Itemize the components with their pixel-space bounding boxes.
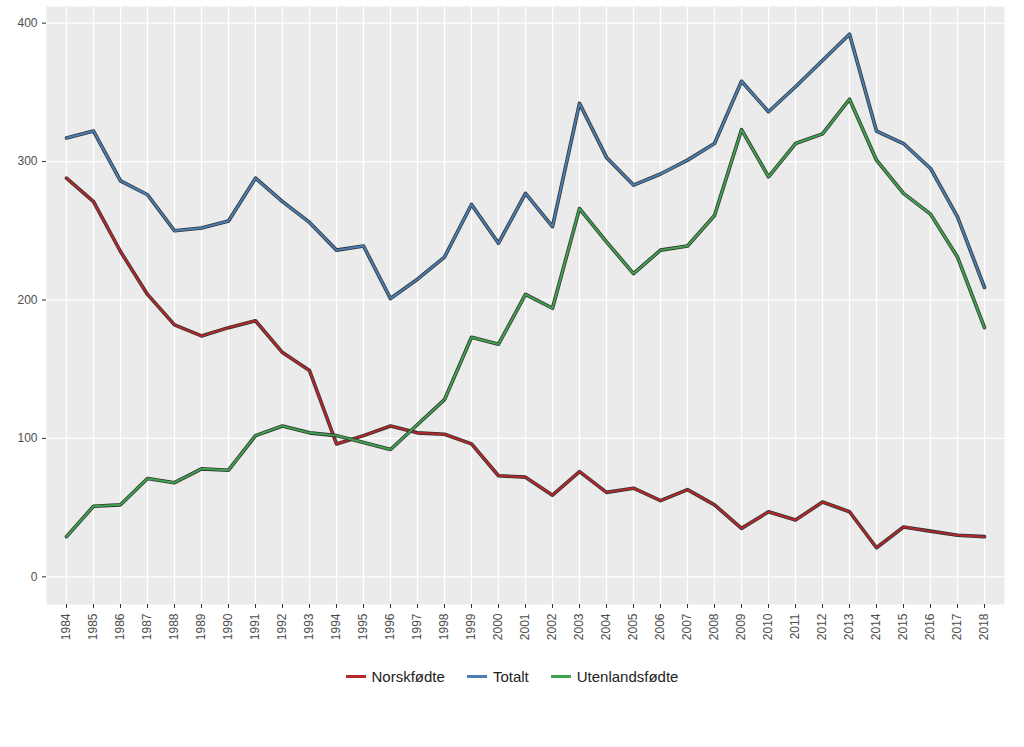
svg-text:1994: 1994 — [329, 613, 343, 640]
svg-text:2010: 2010 — [761, 613, 775, 640]
svg-text:1993: 1993 — [302, 613, 316, 640]
svg-text:2012: 2012 — [815, 613, 829, 640]
svg-text:2008: 2008 — [707, 613, 721, 640]
svg-text:2007: 2007 — [680, 613, 694, 640]
svg-text:1987: 1987 — [140, 613, 154, 640]
svg-text:1995: 1995 — [356, 613, 370, 640]
svg-text:1991: 1991 — [248, 613, 262, 640]
svg-text:2000: 2000 — [491, 613, 505, 640]
svg-text:1997: 1997 — [410, 613, 424, 640]
svg-text:2002: 2002 — [545, 613, 559, 640]
svg-text:2001: 2001 — [518, 613, 532, 640]
svg-text:1992: 1992 — [275, 613, 289, 640]
svg-text:2005: 2005 — [626, 613, 640, 640]
svg-text:2011: 2011 — [788, 613, 802, 639]
svg-text:2014: 2014 — [869, 613, 883, 640]
svg-text:2006: 2006 — [653, 613, 667, 640]
svg-text:1989: 1989 — [194, 613, 208, 640]
html-text:Utenlandsfødte: Utenlandsfødte — [576, 668, 679, 685]
svg-text:1986: 1986 — [113, 613, 127, 640]
svg-text:2018: 2018 — [977, 613, 991, 640]
svg-text:100: 100 — [17, 431, 37, 445]
svg-text:1984: 1984 — [59, 613, 73, 640]
svg-text:2015: 2015 — [896, 613, 910, 640]
svg-text:2009: 2009 — [734, 613, 748, 640]
html-text:Totalt: Totalt — [492, 668, 529, 685]
svg-text:0: 0 — [31, 570, 38, 584]
html-text:Norskfødte: Norskfødte — [371, 668, 445, 685]
svg-text:1988: 1988 — [167, 613, 181, 640]
svg-text:400: 400 — [17, 16, 37, 30]
svg-text:1985: 1985 — [86, 613, 100, 640]
svg-text:2004: 2004 — [599, 613, 613, 640]
svg-text:1998: 1998 — [437, 613, 451, 640]
svg-text:2016: 2016 — [923, 613, 937, 640]
svg-text:300: 300 — [17, 154, 37, 168]
svg-text:2003: 2003 — [572, 613, 586, 640]
svg-text:1999: 1999 — [464, 613, 478, 640]
svg-text:2017: 2017 — [950, 613, 964, 640]
svg-text:2013: 2013 — [842, 613, 856, 640]
svg-text:200: 200 — [17, 293, 37, 307]
svg-text:1996: 1996 — [383, 613, 397, 640]
svg-text:1990: 1990 — [221, 613, 235, 640]
